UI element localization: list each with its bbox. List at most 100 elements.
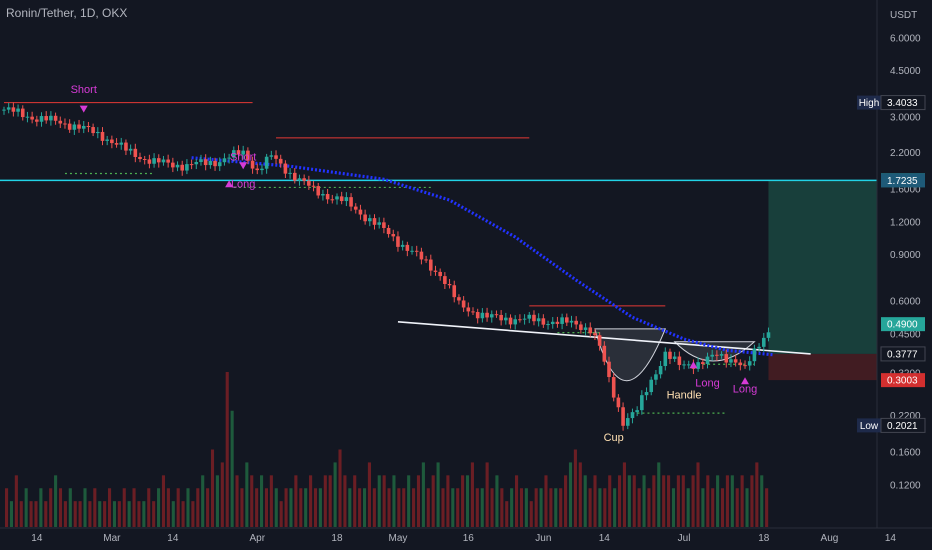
- volume-bar-115: [568, 462, 573, 527]
- candle-layer: [2, 102, 771, 431]
- time-label-11: Aug: [821, 533, 839, 544]
- candle-body-162: [761, 337, 766, 347]
- volume-bar-74: [367, 462, 371, 527]
- volume-bar-33: [166, 488, 170, 527]
- candle-body-46: [217, 162, 222, 167]
- volume-bar-121: [598, 488, 602, 527]
- volume-bar-122: [603, 488, 607, 527]
- volume-bar-57: [284, 488, 288, 527]
- candle-body-47: [222, 158, 227, 163]
- volume-bar-80: [397, 488, 401, 527]
- volume-bar-150: [740, 475, 744, 527]
- candle-body-31: [147, 159, 152, 164]
- candle-body-159: [747, 361, 752, 366]
- candle-body-132: [621, 407, 625, 426]
- candle-body-76: [358, 209, 363, 215]
- candle-body-143: [672, 356, 677, 359]
- candle-body-130: [611, 377, 616, 398]
- volume-bar-72: [358, 488, 362, 527]
- candle-body-133: [625, 418, 630, 426]
- volume-bar-148: [730, 475, 734, 527]
- volume-bar-91: [451, 488, 455, 527]
- candle-body-94: [443, 276, 447, 285]
- candle-body-3: [16, 108, 20, 112]
- volume-bar-128: [632, 475, 636, 527]
- candle-body-83: [391, 234, 396, 237]
- volume-bar-5: [29, 501, 33, 527]
- volume-bar-98: [485, 462, 489, 527]
- price-axis[interactable]: [877, 0, 932, 528]
- volume-bar-16: [83, 488, 87, 527]
- price-label-3: 0.4900: [887, 320, 918, 331]
- time-label-10: 18: [758, 533, 770, 544]
- price-label-bg-4: [880, 346, 926, 362]
- candle-body-134: [630, 412, 635, 419]
- volume-bar-88: [436, 462, 440, 527]
- volume-bar-15: [78, 501, 82, 527]
- candle-body-116: [546, 324, 550, 326]
- candle-body-20: [96, 131, 100, 134]
- candle-body-4: [20, 108, 25, 118]
- volume-bar-34: [171, 501, 175, 527]
- volume-bar-61: [304, 488, 308, 527]
- volume-bar-146: [720, 488, 725, 527]
- volume-bar-36: [181, 501, 185, 527]
- candle-body-48: [227, 157, 231, 159]
- candle-body-80: [377, 222, 381, 225]
- candle-body-120: [565, 317, 569, 323]
- volume-bar-26: [132, 488, 136, 527]
- volume-bar-27: [137, 501, 141, 527]
- volume-bar-21: [107, 488, 112, 527]
- candle-body-7: [35, 119, 39, 122]
- time-axis[interactable]: [0, 528, 877, 550]
- candle-body-25: [119, 142, 124, 145]
- candle-body-97: [457, 297, 461, 301]
- candle-body-32: [152, 158, 156, 164]
- candle-body-115: [541, 318, 546, 325]
- candle-body-127: [597, 335, 602, 346]
- candle-body-96: [452, 285, 457, 298]
- candle-body-5: [25, 116, 30, 118]
- volume-bar-131: [647, 488, 651, 527]
- volume-bar-113: [559, 488, 563, 527]
- signal-arrow-1: [239, 162, 248, 170]
- candle-body-19: [91, 127, 95, 134]
- candle-body-79: [372, 218, 377, 225]
- annotation-1: Short: [230, 152, 256, 164]
- volume-bar-71: [353, 475, 357, 527]
- volume-bar-155: [765, 488, 769, 527]
- candle-body-73: [344, 197, 349, 202]
- candle-body-37: [175, 164, 180, 168]
- candle-body-72: [339, 196, 344, 202]
- price-label-bg-6: [880, 417, 926, 433]
- volume-bar-97: [480, 488, 484, 527]
- volume-bar-111: [549, 488, 553, 527]
- volume-bar-130: [642, 475, 646, 527]
- price-label-2: 1.7235: [887, 176, 918, 187]
- volume-bar-38: [191, 501, 195, 527]
- volume-bar-154: [760, 475, 764, 527]
- price-label-6: 0.2021: [887, 421, 918, 432]
- candle-body-16: [77, 124, 81, 129]
- candle-body-1: [6, 107, 11, 110]
- candle-body-15: [72, 124, 77, 130]
- volume-bar-92: [456, 488, 460, 527]
- candle-body-158: [743, 365, 747, 367]
- volume-bar-137: [676, 475, 680, 527]
- price-tick-3: 2.2000: [890, 148, 921, 159]
- candle-body-150: [705, 356, 710, 364]
- candle-body-14: [67, 123, 72, 130]
- volume-bar-19: [98, 501, 102, 527]
- volume-bar-105: [519, 488, 524, 527]
- candle-body-88: [414, 250, 419, 252]
- volume-bar-45: [225, 372, 229, 527]
- volume-bar-109: [539, 488, 543, 527]
- candle-body-144: [677, 356, 682, 365]
- volume-bar-14: [73, 501, 77, 527]
- candle-body-12: [58, 120, 63, 124]
- volume-bar-70: [348, 488, 352, 527]
- candle-body-102: [480, 312, 485, 319]
- time-label-0: 14: [31, 533, 43, 544]
